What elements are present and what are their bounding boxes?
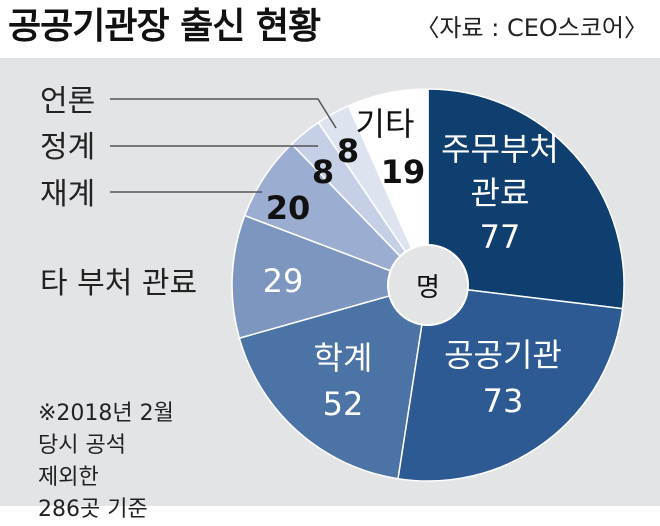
slice-category-label: 언론 (40, 84, 95, 119)
slice-value: 73 (483, 382, 524, 420)
slice-category-label: 정계 (40, 130, 95, 165)
center-unit-label: 명 (416, 273, 440, 303)
chart-panel: 명 주무부처 관료 77 공공기관 73 학계 52 29 20 8 8 기타 19 언론 정계 재계 타 부처 … (0, 58, 660, 522)
slice-label: 기타 (356, 105, 415, 143)
slice-value: 29 (263, 262, 304, 300)
slice-label: 주무부처 (441, 130, 559, 168)
center-hole (387, 244, 469, 326)
slice-value: 8 (337, 132, 359, 170)
slice-value: 52 (323, 385, 364, 423)
footnote: ※2018년 2월 당시 공석 제외한 286곳 기준 (38, 401, 174, 522)
slice-label: 학계 (314, 339, 373, 377)
slice-label: 관료 (471, 174, 530, 212)
chart-title: 공공기관장 출신 현황 (8, 6, 321, 47)
pie-slice (231, 214, 431, 340)
slice-value: 8 (312, 153, 334, 191)
slice-value: 19 (381, 153, 426, 191)
slice-value: 20 (266, 189, 311, 227)
slice-category-label: 재계 (40, 177, 95, 212)
header: 공공기관장 출신 현황 〈자료 : CEO스코어〉 (0, 0, 660, 58)
pie-slice (238, 283, 429, 480)
slice-category-label: 타 부처 관료 (40, 266, 197, 301)
leader-line (110, 98, 337, 129)
slice-label: 공공기관 (444, 336, 562, 374)
pie-slice (427, 88, 625, 310)
source-credit: 〈자료 : CEO스코어〉 (415, 14, 648, 42)
pie-slice (347, 88, 429, 286)
pie-slice (397, 284, 624, 482)
slice-value: 77 (480, 218, 521, 256)
